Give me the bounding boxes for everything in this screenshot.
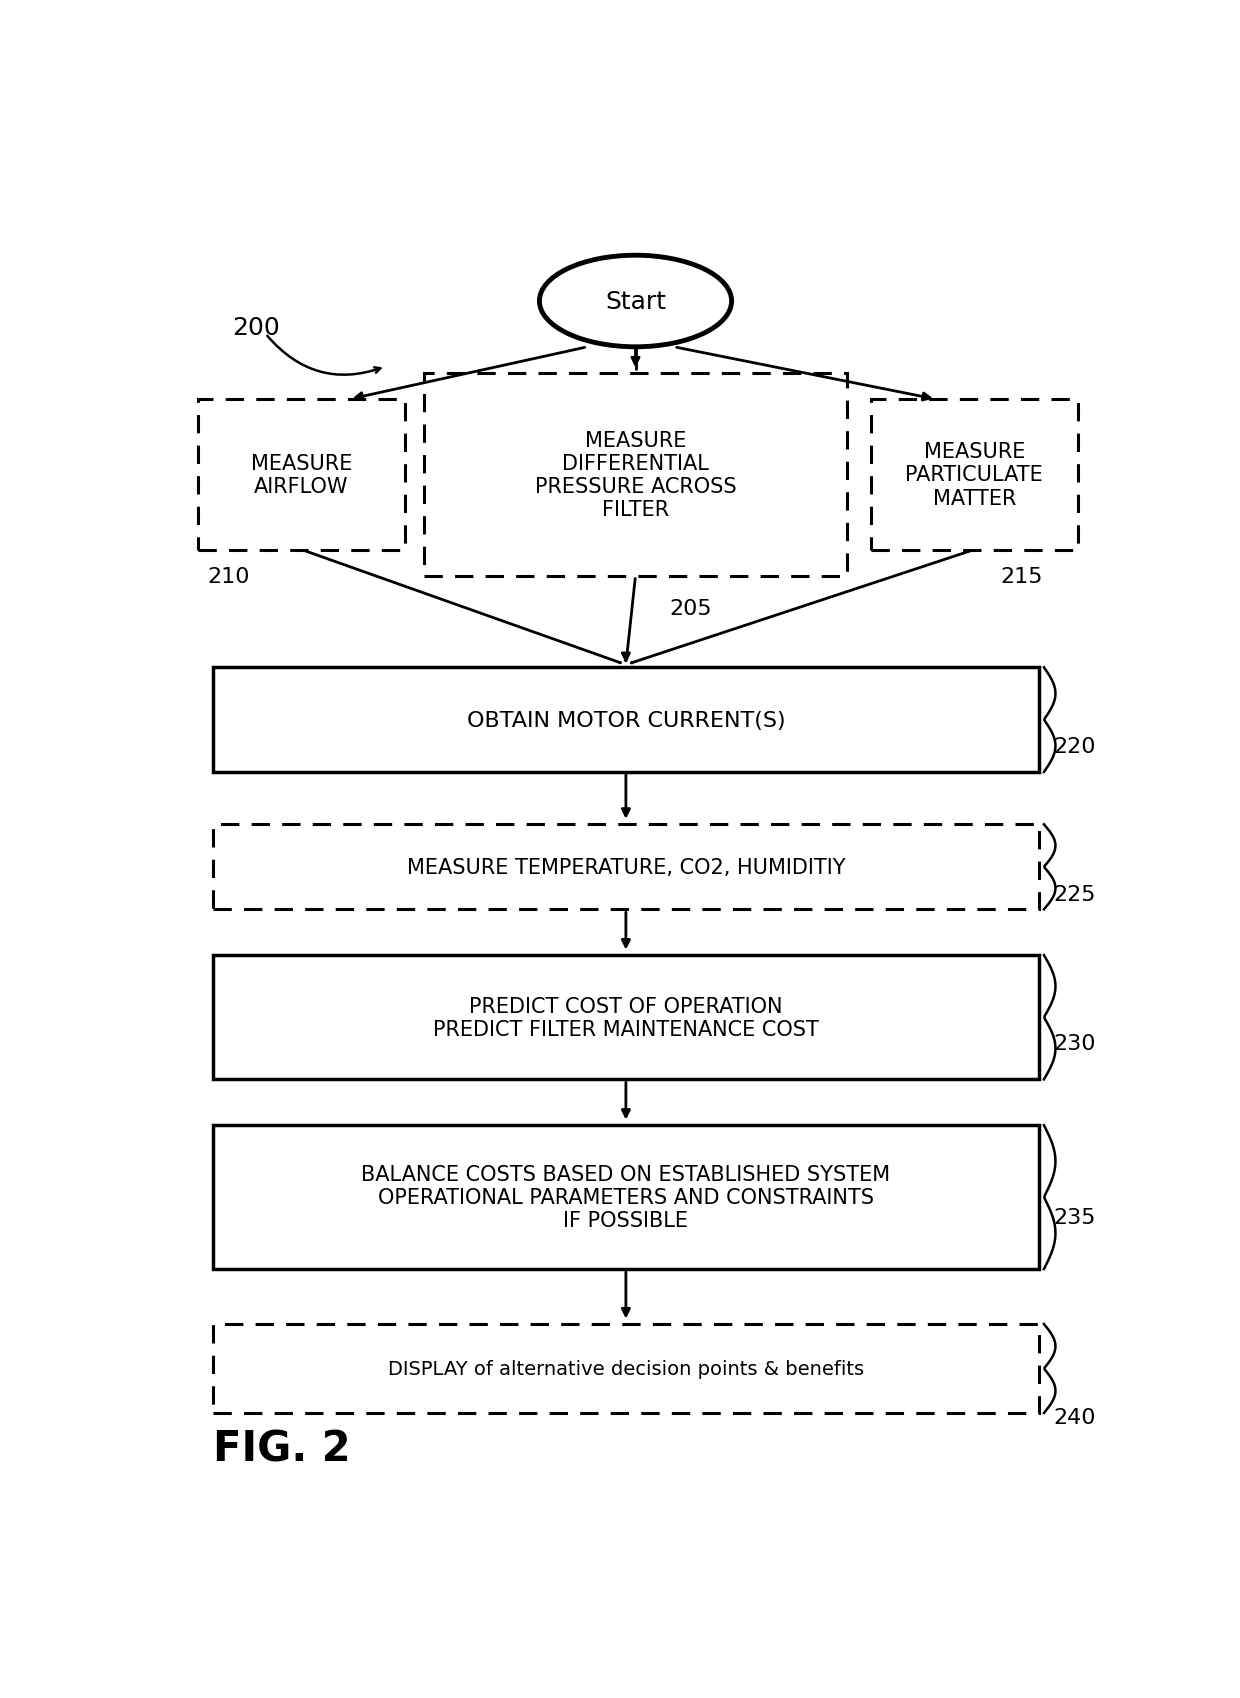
Bar [213, 956, 1039, 1080]
Bar [198, 399, 404, 550]
Bar [424, 374, 847, 576]
Bar [213, 1126, 1039, 1270]
Text: 235: 235 [1054, 1207, 1096, 1228]
Text: 205: 205 [670, 599, 712, 620]
Text: OBTAIN MOTOR CURRENT(S): OBTAIN MOTOR CURRENT(S) [466, 710, 785, 730]
Text: 225: 225 [1054, 885, 1096, 903]
Text: MEASURE
PARTICULATE
MATTER: MEASURE PARTICULATE MATTER [905, 441, 1043, 508]
Text: MEASURE
AIRFLOW: MEASURE AIRFLOW [250, 453, 352, 496]
Text: FIG. 2: FIG. 2 [213, 1428, 350, 1469]
Text: MEASURE
DIFFERENTIAL
PRESSURE ACROSS
FILTER: MEASURE DIFFERENTIAL PRESSURE ACROSS FIL… [534, 430, 737, 520]
Text: 230: 230 [1054, 1032, 1096, 1053]
Text: PREDICT COST OF OPERATION
PREDICT FILTER MAINTENANCE COST: PREDICT COST OF OPERATION PREDICT FILTER… [433, 997, 818, 1039]
Text: MEASURE TEMPERATURE, CO2, HUMIDITIY: MEASURE TEMPERATURE, CO2, HUMIDITIY [407, 857, 846, 878]
Text: 215: 215 [1001, 567, 1043, 586]
Bar [213, 825, 1039, 910]
Text: BALANCE COSTS BASED ON ESTABLISHED SYSTEM
OPERATIONAL PARAMETERS AND CONSTRAINTS: BALANCE COSTS BASED ON ESTABLISHED SYSTE… [361, 1165, 890, 1231]
Text: 200: 200 [232, 316, 280, 340]
Bar [213, 667, 1039, 773]
Text: 220: 220 [1054, 737, 1096, 756]
Text: Start: Start [605, 290, 666, 314]
Bar [213, 1324, 1039, 1413]
Ellipse shape [539, 256, 732, 348]
Text: DISPLAY of alternative decision points & benefits: DISPLAY of alternative decision points &… [388, 1358, 864, 1379]
Text: 210: 210 [208, 567, 250, 586]
Bar [870, 399, 1078, 550]
Text: 240: 240 [1054, 1408, 1096, 1426]
